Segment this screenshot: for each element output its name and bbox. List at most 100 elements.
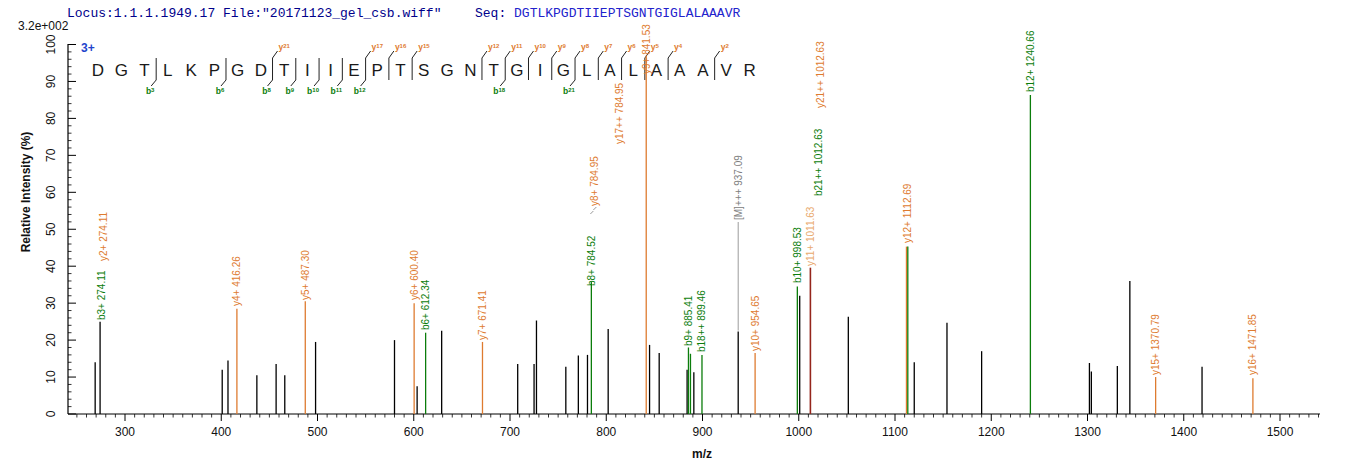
x-tick-label: 900 — [692, 425, 712, 439]
y-tick-label: 50 — [44, 222, 58, 236]
y-marker-tick — [552, 51, 557, 58]
x-tick-label: 600 — [404, 425, 424, 439]
x-tick-label: 1100 — [882, 425, 908, 439]
residue-letter: S — [418, 61, 429, 80]
y-marker-tick — [622, 51, 627, 58]
x-tick-label: 700 — [500, 425, 520, 439]
peak-label: y9+ 841.53 — [641, 24, 652, 74]
peaks: b3+ 274.11 y2+ 274.11 y4+ 416.26 y5+ 487.30… — [95, 24, 1258, 414]
peak-label: y6+ 600.40 — [409, 250, 420, 300]
residue-letter: N — [464, 61, 476, 80]
y-marker-label: y16 — [395, 42, 407, 52]
x-tick-label: 1000 — [785, 425, 812, 439]
b-marker-label: b3 — [146, 86, 155, 96]
residue-letter: V — [721, 61, 733, 80]
y-marker-tick — [715, 51, 720, 58]
y-marker-label: y10 — [534, 42, 546, 52]
residue-letter: G — [510, 61, 523, 80]
residue-letter: R — [743, 61, 755, 80]
y-tick-label: 70 — [44, 148, 58, 162]
residue-letter: I — [538, 61, 543, 80]
b-marker-label: b9 — [286, 86, 295, 96]
b-marker-tick — [268, 80, 273, 86]
peak-label: y8+ 784.95 — [589, 156, 600, 206]
y-axis-title: Relative Intensity (%) — [19, 132, 33, 253]
y-marker-tick — [273, 51, 278, 58]
y-marker-label: y17 — [372, 42, 384, 52]
residue-letter: T — [395, 61, 405, 80]
y-marker-label: y7 — [604, 42, 613, 52]
peak-label: b3+ 274.11 — [96, 270, 107, 320]
y-marker-label: y9 — [558, 42, 567, 52]
y-marker-tick — [505, 51, 510, 58]
residue-letter: I — [328, 61, 333, 80]
residue-letter: E — [348, 61, 359, 80]
peak-label: y5+ 487.30 — [300, 250, 311, 300]
peak-label: y4+ 416.26 — [231, 256, 242, 306]
peak-label: y10+ 954.65 — [750, 295, 761, 351]
y-tick-label: 100 — [44, 34, 58, 54]
b-marker-tick — [361, 80, 366, 86]
y-tick-label: 80 — [44, 111, 58, 125]
b-marker-label: b21 — [563, 86, 576, 96]
residue-letter: K — [185, 61, 197, 80]
b-marker-tick — [500, 80, 505, 86]
peak-label: y12+ 1112.69 — [902, 183, 913, 243]
residue-letter: G — [115, 61, 128, 80]
y-marker-label: y15 — [418, 42, 430, 52]
residue-letter: D — [92, 61, 104, 80]
y-marker-tick — [482, 51, 487, 58]
b-marker-tick — [337, 80, 342, 86]
x-tick-label: 1300 — [1074, 425, 1101, 439]
b-marker-label: b18 — [493, 86, 506, 96]
label-dash — [593, 207, 596, 210]
peak-label: y15+ 1370.79 — [1150, 314, 1161, 375]
peak-label: b12+ 1240.66 — [1025, 30, 1036, 92]
y-marker-label: y11 — [511, 42, 523, 52]
peak-label: y7+ 671.41 — [477, 290, 488, 340]
residue-letter: A — [651, 61, 663, 80]
residue-letter: A — [674, 61, 686, 80]
residue-letter: T — [488, 61, 498, 80]
residue-letter: P — [372, 61, 383, 80]
x-tick-label: 400 — [211, 425, 231, 439]
axes: 0102030405060708090100300400500600700800… — [19, 34, 1320, 461]
y-marker-tick — [598, 51, 603, 58]
residue-letter: T — [279, 61, 289, 80]
b-marker-label: b10 — [307, 86, 320, 96]
residue-letter: L — [582, 61, 591, 80]
label-dash — [590, 211, 593, 214]
y-marker-tick — [389, 51, 394, 58]
residue-letter: I — [305, 61, 310, 80]
precursor-charge-label: 3+ — [81, 41, 95, 55]
residue-letter: T — [139, 61, 149, 80]
peptide-sequence: DGTLKPGDTIIEPTSGNTGIGLALAAAVRb3b6y21b8b9… — [92, 42, 756, 96]
y-marker-tick — [668, 51, 673, 58]
y-tick-label: 0 — [44, 410, 58, 417]
y-marker-tick — [412, 51, 417, 58]
residue-letter: G — [440, 61, 453, 80]
y-marker-label: y6 — [628, 42, 637, 52]
y-tick-label: 90 — [44, 74, 58, 88]
y-marker-tick — [575, 51, 580, 58]
residue-letter: G — [557, 61, 570, 80]
peak-label: y2+ 274.11 — [98, 212, 109, 261]
spectrum-plot[interactable]: 0102030405060708090100300400500600700800… — [0, 0, 1362, 473]
peak-label: y17++ 784.95 — [614, 82, 625, 144]
peak-label: b6+ 612.34 — [420, 279, 431, 330]
peak-label: b9+ 885.41 — [683, 295, 694, 346]
peak-label: b21++ 1012.63 — [813, 128, 824, 196]
peak-label: y16+ 1471.85 — [1247, 314, 1258, 375]
residue-letter: D — [255, 61, 267, 80]
b-marker-label: b12 — [354, 86, 367, 96]
b-marker-tick — [314, 80, 319, 86]
x-tick-label: 800 — [596, 425, 616, 439]
b-marker-label: b6 — [216, 86, 225, 96]
y-tick-label: 20 — [44, 333, 58, 347]
y-marker-label: y21 — [279, 42, 291, 52]
x-tick-label: 1500 — [1267, 425, 1294, 439]
peak-label: b10+ 998.53 — [792, 227, 803, 283]
y-tick-label: 40 — [44, 259, 58, 273]
b-marker-tick — [570, 80, 575, 86]
b-marker-label: b8 — [262, 86, 271, 96]
